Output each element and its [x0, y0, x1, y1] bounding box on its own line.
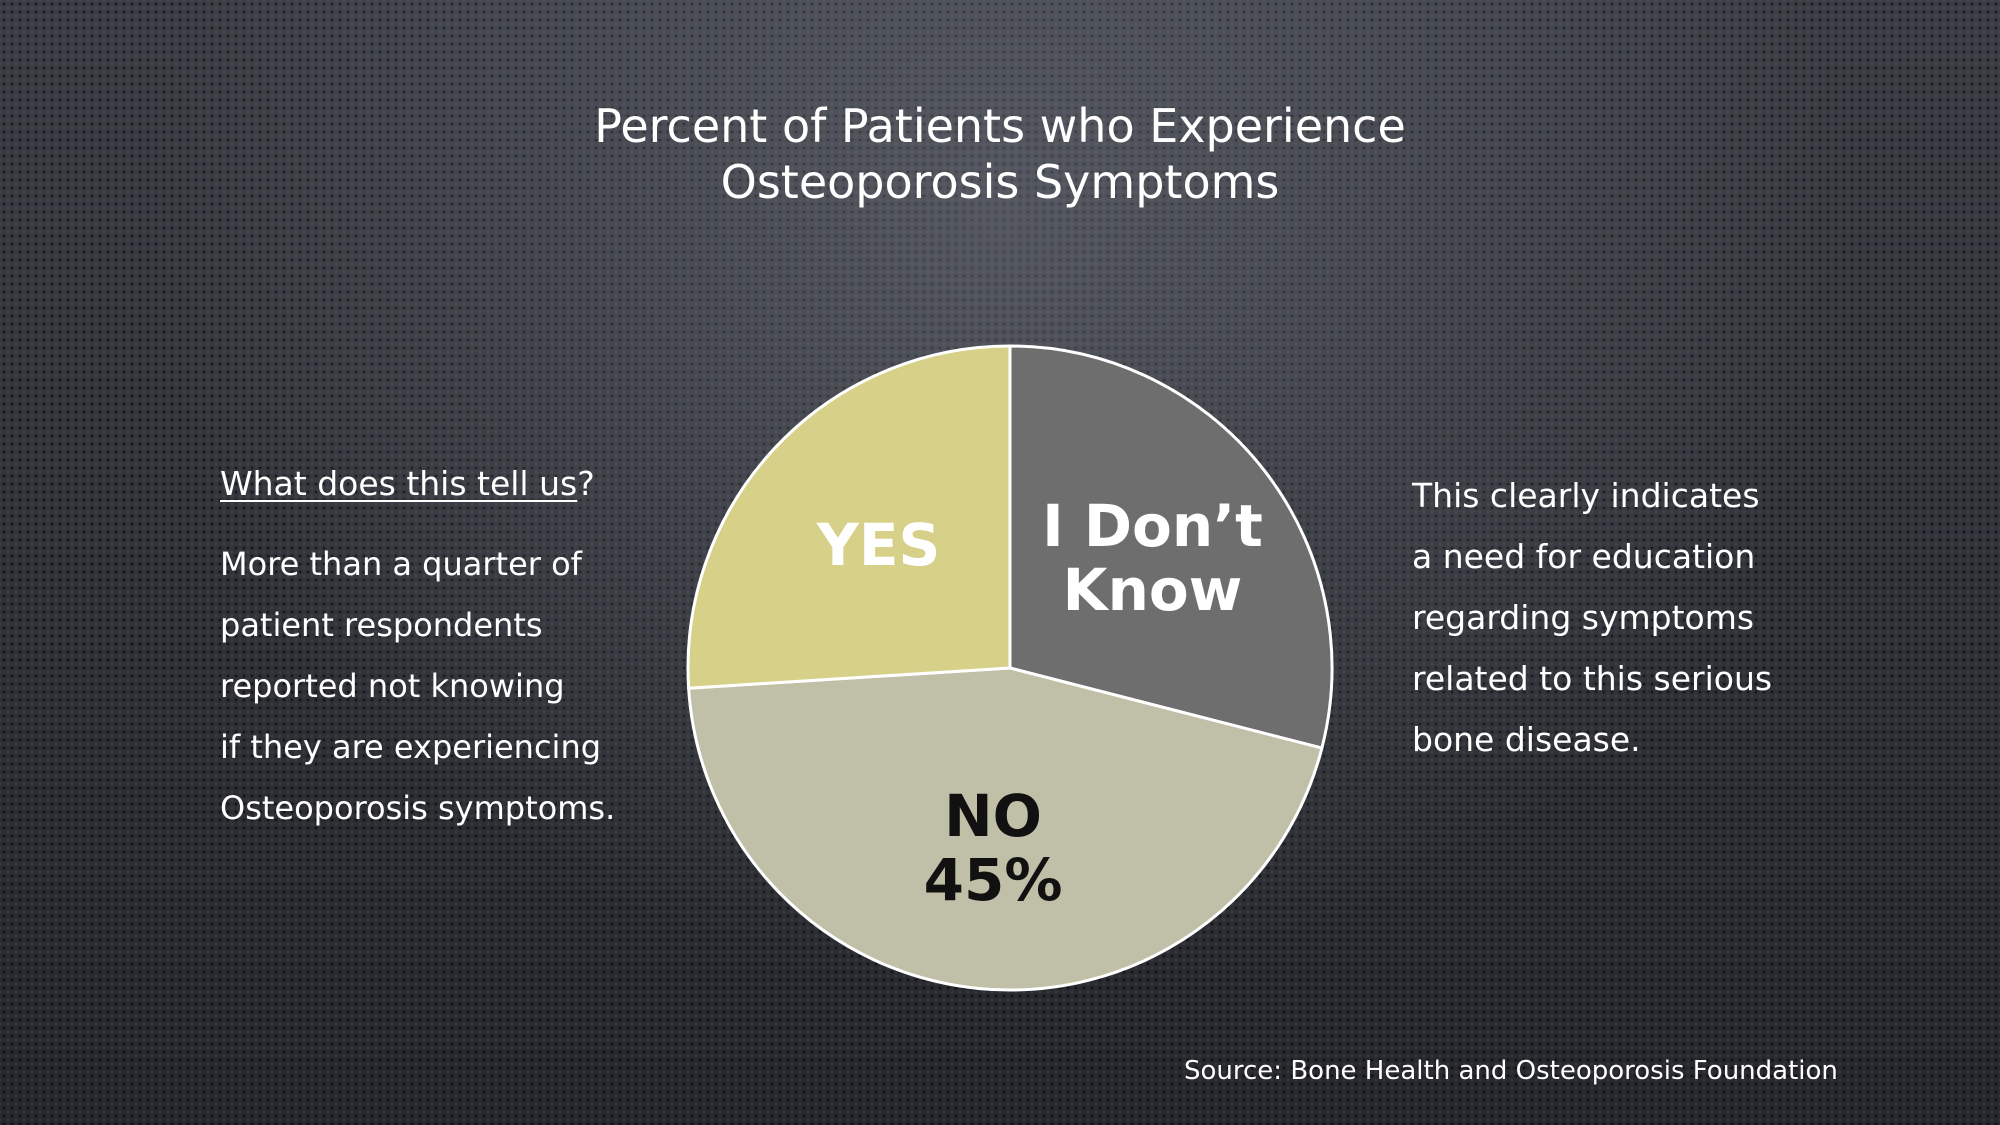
pie-label-line: Know: [1063, 556, 1243, 624]
left-heading: What does this tell us?: [220, 458, 670, 510]
pie-label-no: NO 45%: [924, 782, 1063, 914]
pie-slice-no: [687, 666, 1324, 992]
left-text-panel: What does this tell us? More than a quar…: [220, 458, 670, 839]
pie-label-line: YES: [816, 511, 940, 579]
left-body-line: More than a quarter of: [220, 545, 582, 583]
left-body: More than a quarter of patient responden…: [220, 534, 670, 839]
slide-title: Percent of Patients who Experience Osteo…: [0, 98, 2000, 210]
left-heading-text: What does this tell us: [220, 464, 578, 503]
pie-label-yes: YES: [816, 511, 940, 579]
pie-slice-i-don-t-know: [1008, 344, 1334, 750]
pie-label-line: NO: [944, 782, 1042, 850]
pie-chart-svg: I Don’t Know NO 45% YES: [686, 344, 1334, 992]
left-body-line: Osteoporosis symptoms.: [220, 789, 616, 827]
title-line-2: Osteoporosis Symptoms: [720, 155, 1280, 209]
right-body-line: bone disease.: [1412, 720, 1641, 759]
right-body-line: This clearly indicates: [1412, 476, 1760, 515]
right-body-line: regarding symptoms: [1412, 598, 1755, 637]
right-body-line: related to this serious: [1412, 659, 1773, 698]
left-body-line: if they are experiencing: [220, 728, 602, 766]
source-note: Source: Bone Health and Osteoporosis Fou…: [1184, 1056, 1838, 1086]
title-line-1: Percent of Patients who Experience: [594, 99, 1406, 153]
pie-label-line: I Don’t: [1042, 492, 1263, 560]
pie-label-i-don-t-know: I Don’t Know: [1042, 492, 1263, 624]
left-heading-mark: ?: [577, 464, 595, 503]
pie-slice-yes: [686, 344, 1012, 690]
left-body-line: reported not knowing: [220, 667, 565, 705]
right-body-line: a need for education: [1412, 537, 1756, 576]
pie-chart: I Don’t Know NO 45% YES: [660, 330, 1360, 1030]
pie-label-line: 45%: [924, 846, 1063, 914]
left-body-line: patient respondents: [220, 606, 543, 644]
right-text-panel: This clearly indicates a need for educat…: [1412, 465, 1882, 770]
right-body: This clearly indicates a need for educat…: [1412, 465, 1882, 770]
